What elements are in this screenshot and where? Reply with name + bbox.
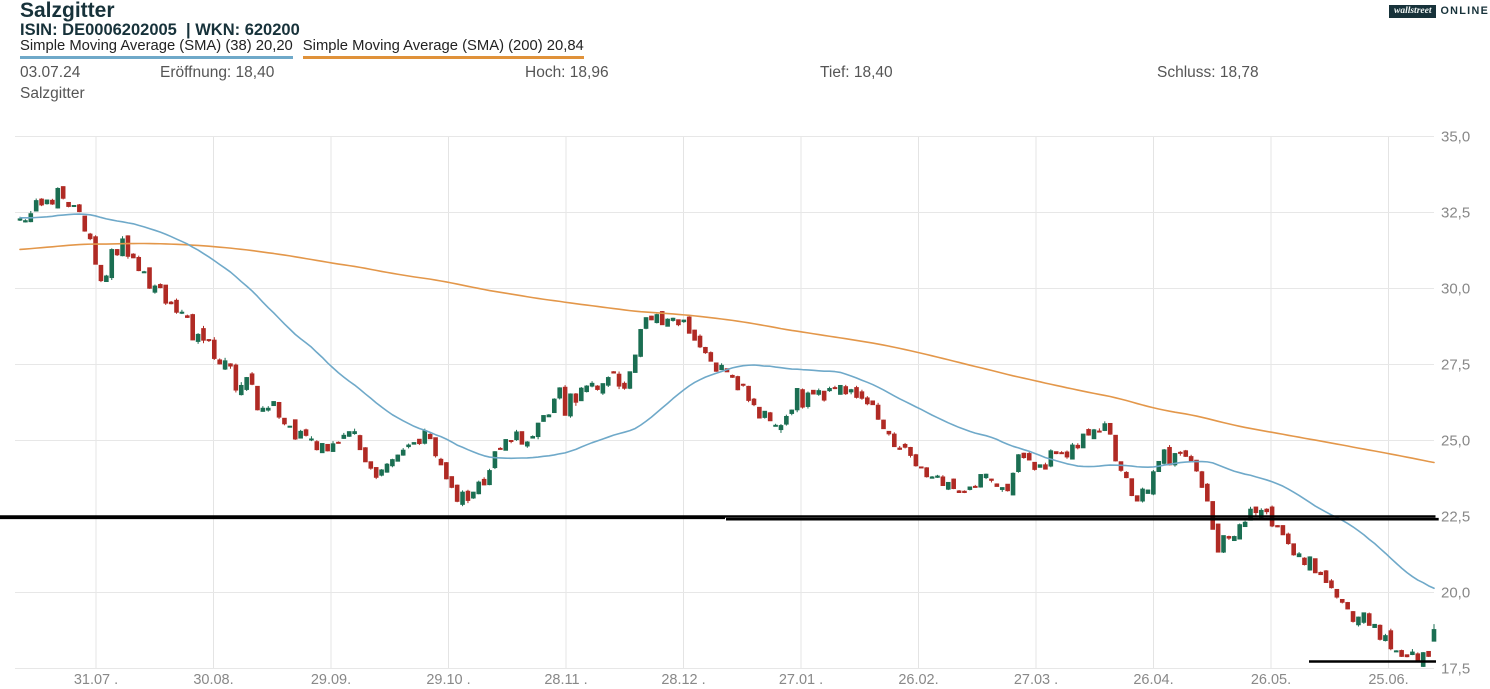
svg-text:26.04.: 26.04. bbox=[1133, 672, 1173, 688]
svg-text:27.01 .: 27.01 . bbox=[779, 672, 823, 688]
svg-text:30.08.: 30.08. bbox=[193, 672, 233, 688]
svg-text:31.07 .: 31.07 . bbox=[74, 672, 118, 688]
svg-text:35,0: 35,0 bbox=[1441, 129, 1470, 146]
svg-text:32,5: 32,5 bbox=[1441, 205, 1470, 222]
svg-text:25,0: 25,0 bbox=[1441, 433, 1470, 450]
svg-text:28.12 .: 28.12 . bbox=[661, 672, 705, 688]
svg-text:29.10 .: 29.10 . bbox=[426, 672, 470, 688]
svg-text:29.09.: 29.09. bbox=[311, 672, 351, 688]
svg-text:20,0: 20,0 bbox=[1441, 585, 1470, 602]
svg-text:28.11 .: 28.11 . bbox=[544, 672, 587, 688]
svg-text:17,5: 17,5 bbox=[1441, 661, 1470, 678]
svg-text:30,0: 30,0 bbox=[1441, 281, 1470, 298]
svg-text:22,5: 22,5 bbox=[1441, 509, 1470, 526]
svg-text:27,5: 27,5 bbox=[1441, 357, 1470, 374]
svg-text:26.02.: 26.02. bbox=[898, 672, 938, 688]
svg-text:25.06.: 25.06. bbox=[1368, 672, 1408, 688]
svg-text:26.05.: 26.05. bbox=[1251, 672, 1291, 688]
svg-text:27.03 .: 27.03 . bbox=[1014, 672, 1058, 688]
